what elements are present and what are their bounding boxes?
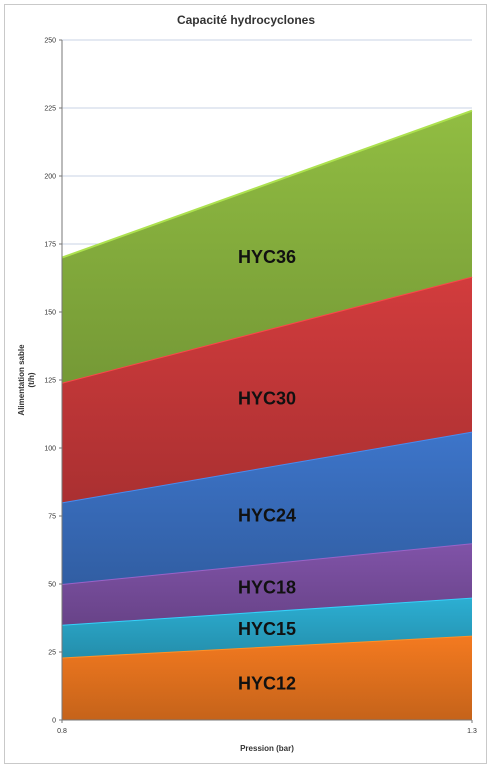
y-axis-label: Alimentation sable [17, 344, 26, 416]
x-tick-label: 0.8 [57, 728, 67, 735]
y-tick-label: 125 [44, 378, 56, 385]
series-label-hyc36: HYC36 [238, 247, 296, 267]
x-tick-label: 1.3 [467, 728, 477, 735]
series-label-hyc18: HYC18 [238, 577, 296, 597]
series-label-hyc24: HYC24 [238, 505, 296, 525]
series-label-hyc12: HYC12 [238, 673, 296, 693]
area-edge-hyc36 [61, 109, 473, 259]
y-axis-ticks: 0 25 50 75 100 125 150 175 200 225 250 [44, 38, 62, 725]
area-hyc12 [62, 635, 472, 720]
series-labels: HYC12 HYC15 HYC18 HYC24 HYC30 HYC36 [238, 247, 296, 693]
y-tick-label: 50 [48, 582, 56, 589]
x-axis-ticks: 0.8 1.3 [57, 720, 477, 735]
series-label-hyc15: HYC15 [238, 619, 296, 639]
y-tick-label: 0 [52, 718, 56, 725]
area-edge-hyc15 [61, 596, 473, 626]
area-hyc30 [62, 276, 472, 503]
area-hyc15 [62, 597, 472, 658]
y-tick-label: 25 [48, 650, 56, 657]
chart-title: Capacité hydrocyclones [177, 13, 315, 27]
y-tick-label: 225 [44, 106, 56, 113]
area-hyc24 [62, 431, 472, 584]
area-hyc18 [62, 543, 472, 625]
series-label-hyc30: HYC30 [238, 388, 296, 408]
y-tick-label: 100 [44, 446, 56, 453]
stacked-areas [61, 109, 473, 720]
y-axis-unit: (t/h) [27, 372, 36, 387]
area-hyc36 [62, 110, 472, 383]
y-tick-label: 250 [44, 38, 56, 45]
x-axis-label: Pression (bar) [240, 744, 294, 753]
y-tick-label: 150 [44, 310, 56, 317]
y-tick-label: 200 [44, 174, 56, 181]
y-tick-label: 75 [48, 514, 56, 521]
area-edge-hyc24 [61, 430, 473, 504]
y-tick-label: 175 [44, 242, 56, 249]
